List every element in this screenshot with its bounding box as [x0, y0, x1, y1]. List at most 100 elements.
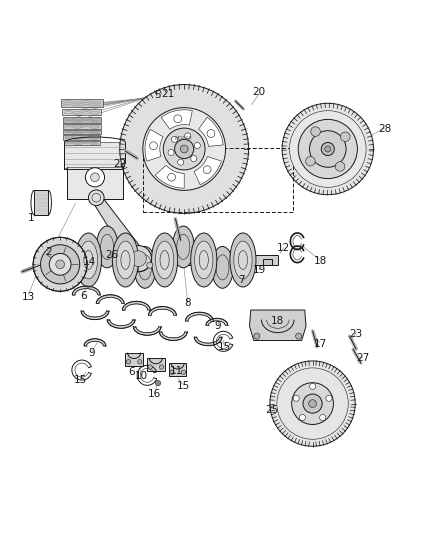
Circle shape	[326, 395, 332, 401]
Circle shape	[148, 365, 152, 369]
Circle shape	[149, 142, 157, 150]
Circle shape	[296, 333, 302, 339]
Wedge shape	[145, 130, 163, 161]
Circle shape	[178, 159, 184, 165]
Text: 16: 16	[148, 389, 161, 399]
Polygon shape	[84, 339, 106, 346]
Circle shape	[292, 383, 333, 424]
Circle shape	[125, 246, 152, 272]
Text: 6: 6	[129, 367, 135, 377]
Wedge shape	[198, 117, 223, 147]
Circle shape	[175, 140, 194, 158]
Text: 13: 13	[22, 292, 35, 302]
Text: 27: 27	[356, 353, 369, 363]
Text: 10: 10	[135, 371, 148, 381]
Polygon shape	[63, 124, 101, 129]
Circle shape	[126, 360, 131, 364]
Circle shape	[143, 108, 226, 190]
Circle shape	[340, 132, 350, 142]
Text: 7: 7	[238, 276, 245, 286]
Text: 8: 8	[184, 298, 191, 309]
Circle shape	[174, 115, 182, 123]
Polygon shape	[194, 337, 222, 346]
Circle shape	[254, 333, 260, 339]
Polygon shape	[107, 320, 135, 328]
Text: 6: 6	[80, 290, 87, 301]
Circle shape	[207, 130, 215, 138]
Text: 15: 15	[218, 342, 231, 352]
Ellipse shape	[234, 241, 252, 279]
Ellipse shape	[212, 246, 233, 288]
Polygon shape	[69, 255, 278, 265]
Text: 12: 12	[277, 243, 290, 253]
Polygon shape	[64, 135, 100, 140]
Circle shape	[91, 173, 99, 182]
Circle shape	[298, 119, 357, 179]
Circle shape	[270, 361, 355, 446]
Ellipse shape	[96, 226, 118, 268]
Circle shape	[180, 145, 188, 153]
Ellipse shape	[191, 233, 217, 287]
Text: 21: 21	[161, 88, 174, 99]
Text: 26: 26	[106, 250, 119, 260]
Polygon shape	[147, 358, 165, 371]
Circle shape	[309, 400, 317, 408]
Ellipse shape	[152, 233, 178, 287]
Polygon shape	[206, 318, 228, 325]
Text: 23: 23	[350, 328, 363, 338]
Circle shape	[56, 260, 64, 269]
Text: 15: 15	[74, 375, 87, 385]
Circle shape	[124, 262, 130, 268]
Ellipse shape	[116, 241, 134, 279]
Ellipse shape	[79, 241, 98, 279]
Circle shape	[194, 142, 200, 149]
Text: 17: 17	[313, 338, 327, 349]
Polygon shape	[92, 195, 146, 264]
Polygon shape	[96, 295, 124, 303]
Ellipse shape	[134, 246, 156, 288]
Circle shape	[155, 381, 161, 386]
Text: 18: 18	[271, 316, 284, 326]
Circle shape	[320, 415, 326, 421]
Ellipse shape	[230, 233, 256, 287]
Polygon shape	[63, 130, 101, 134]
Circle shape	[138, 360, 142, 364]
Circle shape	[311, 127, 320, 136]
Circle shape	[163, 128, 205, 170]
Polygon shape	[148, 306, 177, 315]
Circle shape	[282, 103, 374, 195]
Text: 19: 19	[252, 264, 266, 274]
Polygon shape	[81, 311, 109, 320]
Text: 22: 22	[113, 159, 127, 169]
Polygon shape	[67, 167, 123, 199]
Polygon shape	[262, 259, 272, 265]
Circle shape	[335, 161, 345, 171]
Polygon shape	[122, 301, 150, 310]
Circle shape	[290, 111, 366, 187]
Wedge shape	[161, 110, 192, 130]
Polygon shape	[125, 353, 143, 366]
Ellipse shape	[155, 241, 174, 279]
Polygon shape	[159, 332, 187, 341]
Text: 28: 28	[378, 124, 391, 134]
Polygon shape	[64, 141, 100, 145]
Polygon shape	[250, 310, 306, 341]
Ellipse shape	[173, 226, 194, 268]
Text: 18: 18	[313, 256, 327, 266]
Circle shape	[185, 133, 191, 139]
Polygon shape	[133, 327, 161, 335]
Circle shape	[300, 415, 305, 421]
Circle shape	[325, 146, 331, 152]
Polygon shape	[72, 286, 100, 295]
Circle shape	[88, 190, 104, 206]
Wedge shape	[155, 165, 184, 188]
Ellipse shape	[194, 241, 213, 279]
Circle shape	[306, 156, 315, 166]
Text: 1: 1	[28, 213, 34, 223]
Polygon shape	[169, 363, 186, 376]
Ellipse shape	[113, 233, 138, 287]
Circle shape	[33, 237, 87, 292]
Text: 25: 25	[265, 405, 279, 415]
Circle shape	[303, 394, 322, 413]
Polygon shape	[63, 117, 101, 123]
